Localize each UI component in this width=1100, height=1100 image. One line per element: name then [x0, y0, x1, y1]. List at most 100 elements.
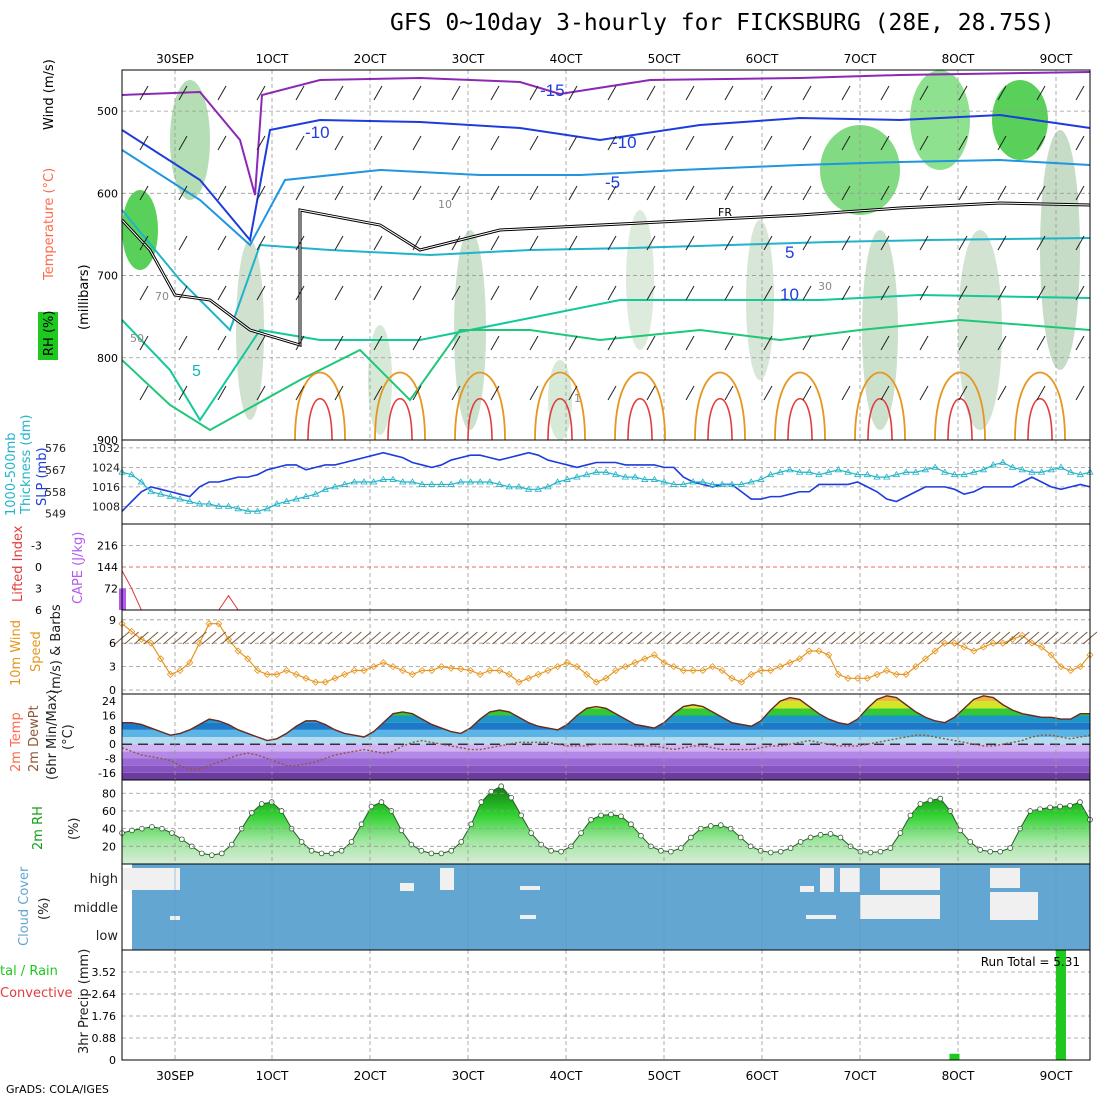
thickness-point: [989, 461, 997, 468]
wind-speed-point: [641, 655, 649, 663]
thickness-point: [147, 487, 155, 495]
rh-point: [1047, 804, 1053, 811]
temperature-contour: [547, 397, 573, 441]
rh-point: [518, 812, 524, 819]
wind-barb: [259, 631, 275, 645]
temperature-band: [122, 708, 1090, 716]
wind-speed-point: [1057, 663, 1065, 671]
thickness-point: [747, 478, 755, 485]
wind-barb: [880, 385, 890, 401]
wind-speed-point: [718, 666, 726, 675]
rh-point: [977, 847, 984, 853]
rh-shade-area: [910, 70, 970, 170]
wind-barb: [685, 285, 695, 301]
thickness-point: [157, 490, 165, 497]
lifted-tick-label: 6: [35, 604, 42, 617]
thickness-point: [340, 480, 349, 487]
rh-contour-label: 10: [438, 198, 452, 211]
thickness-point: [263, 505, 271, 512]
thickness-point: [1076, 470, 1085, 478]
wind-speed-point: [825, 651, 833, 659]
cloud-area: [132, 864, 1090, 950]
y-tick-label: 0: [109, 1054, 116, 1067]
wind-barb: [1036, 185, 1046, 201]
wind-speed-point: [234, 647, 242, 655]
wind-barb: [1075, 235, 1085, 251]
slp-thickness-panel: 549 558 567 576 1008 1016 1024 1032 1000-500mb Th…: [4, 415, 1094, 525]
y-tick-label: 6: [109, 637, 116, 650]
thickness-point: [137, 478, 146, 485]
rh-point: [628, 821, 634, 828]
rh-point: [787, 845, 794, 851]
chart-title: GFS 0~10day 3-hourly for FICKSBURG (28E,…: [390, 10, 1055, 36]
wind-barb: [451, 285, 461, 301]
upper-air-panel: FR -15 -10 -10 -5 5 10 5 50 70 10 30 1 500 600 700 800 90…: [38, 59, 1091, 447]
wind-barb: [860, 631, 875, 645]
wind-barb: [607, 235, 617, 251]
wind-speed-point: [670, 663, 678, 671]
wind-barb: [724, 285, 734, 301]
wind-barb: [490, 185, 500, 201]
cloud-cover-label: Cloud Cover: [17, 866, 32, 946]
top-date-label: 7OCT: [844, 52, 877, 66]
precip-bar: [1055, 950, 1066, 1060]
slp-series-line: [121, 451, 1091, 512]
wind-speed-point: [147, 639, 155, 647]
temperature-contour: [854, 371, 906, 441]
wind-barb: [373, 335, 383, 351]
wind-speed-point: [321, 678, 329, 686]
wind-barb: [997, 235, 1007, 251]
y-tick-label: 2.64: [92, 988, 117, 1001]
rh-point: [209, 852, 215, 858]
rh-shade-area: [958, 230, 1002, 430]
wind-barb: [178, 235, 188, 251]
wind-barb: [695, 631, 711, 645]
rh-point: [548, 847, 554, 854]
wind-barb: [995, 631, 1011, 645]
wind-barb: [958, 135, 968, 151]
thickness-tick-label: 558: [45, 486, 66, 499]
temperature-contour: [374, 371, 426, 441]
wind-barb: [763, 135, 773, 151]
thickness-point: [699, 478, 707, 485]
thickness-point: [892, 470, 901, 478]
wind-speed-point: [370, 663, 378, 671]
rh-point: [967, 839, 974, 845]
rh-point: [937, 795, 944, 802]
cloud-clear-area: [860, 895, 940, 919]
rh-point: [338, 847, 345, 854]
precip-panel: 0 0.88 1.76 2.64 3.52 Run Total = 5.31 tal / R…: [0, 949, 1091, 1067]
bottom-date-label: 4OCT: [550, 1069, 583, 1083]
wind-barb: [802, 385, 812, 401]
rh-point: [688, 834, 694, 841]
wind-barb: [308, 631, 323, 645]
rh-area: [122, 786, 1090, 864]
thickness-point: [873, 473, 881, 480]
wind-speed-point: [166, 670, 174, 678]
wind-speed-point: [360, 666, 368, 675]
thickness-point: [311, 490, 320, 497]
top-date-label: 3OCT: [452, 52, 485, 66]
grads-credit: GrADS: COLA/IGES: [6, 1083, 109, 1096]
rh-point: [528, 830, 534, 836]
thickness-point: [582, 470, 591, 478]
thickness-point: [941, 468, 949, 475]
wind-speed-point: [612, 666, 620, 675]
wind-barb: [490, 285, 500, 301]
wind-speed-point: [195, 639, 204, 647]
y-tick-label: 700: [97, 270, 118, 283]
wind-barb: [376, 631, 391, 645]
rh-point: [348, 839, 355, 845]
rh-shade-area: [122, 190, 158, 270]
wind-barb: [256, 285, 266, 301]
wind-barb: [598, 631, 614, 645]
rh-point: [618, 813, 624, 820]
wind-speed-point: [873, 670, 881, 678]
wind-barb: [802, 85, 812, 101]
wind-barb: [919, 285, 929, 301]
wind-speed-point: [902, 670, 910, 678]
wind-speed-point: [418, 666, 426, 675]
wind-barb: [1014, 631, 1030, 645]
y-tick-label: 1.76: [92, 1010, 117, 1023]
wind-barb: [182, 631, 198, 645]
